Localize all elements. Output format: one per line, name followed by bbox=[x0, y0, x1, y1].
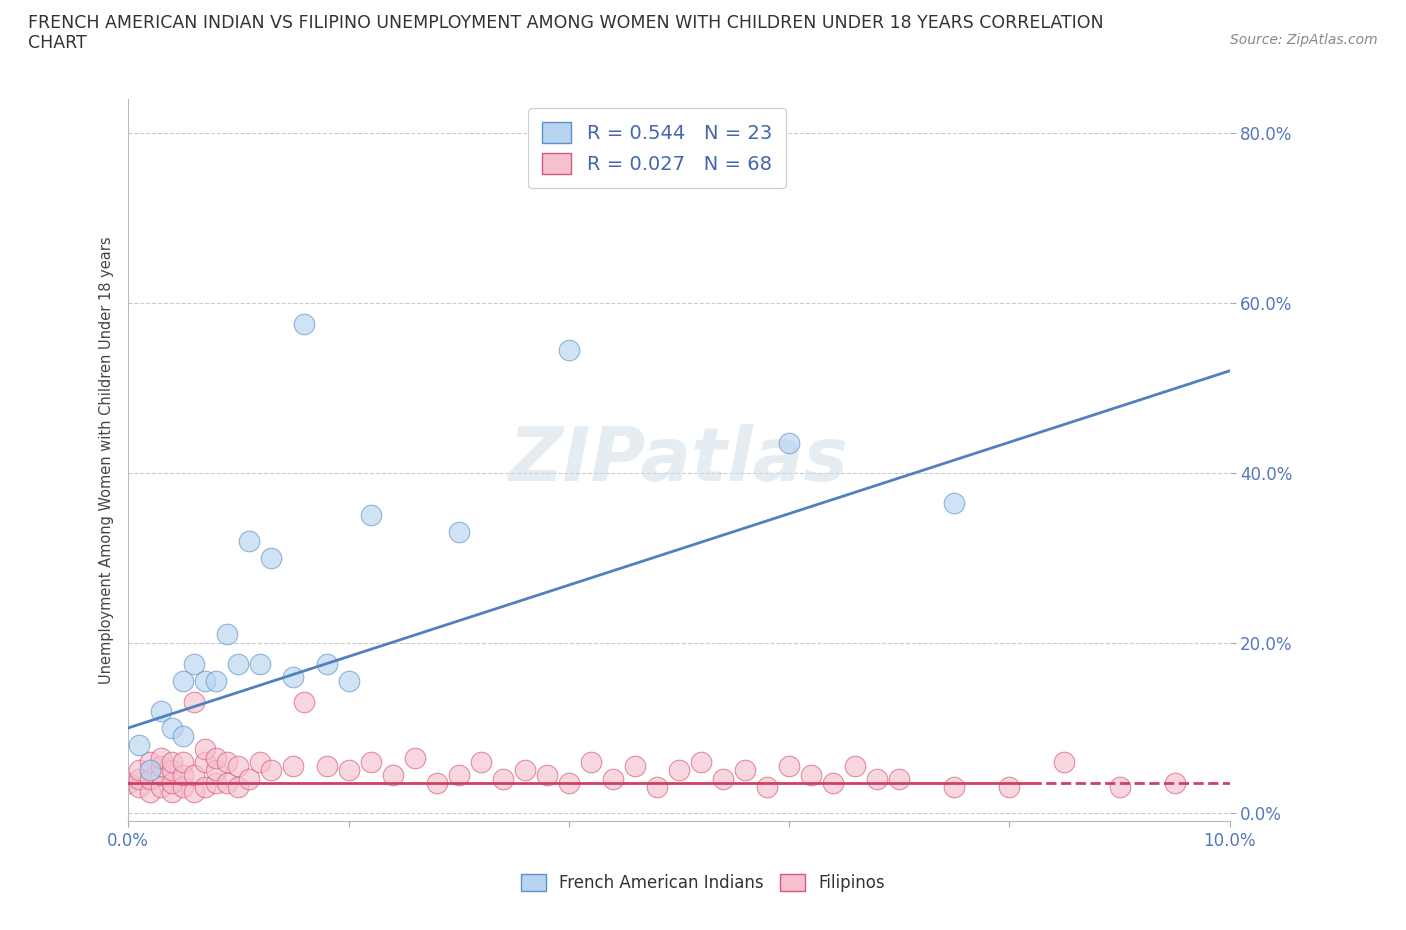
Point bbox=[645, 780, 668, 795]
Point bbox=[128, 780, 150, 795]
Point bbox=[162, 763, 184, 777]
Point bbox=[558, 776, 581, 790]
Point bbox=[205, 751, 228, 765]
Point bbox=[1108, 780, 1130, 795]
Point bbox=[117, 776, 139, 790]
Point bbox=[150, 703, 173, 718]
Point bbox=[404, 751, 426, 765]
Point bbox=[150, 767, 173, 782]
Point bbox=[998, 780, 1021, 795]
Point bbox=[447, 767, 470, 782]
Point bbox=[150, 751, 173, 765]
Point bbox=[172, 729, 194, 744]
Point bbox=[162, 721, 184, 736]
Point bbox=[943, 780, 966, 795]
Point bbox=[536, 767, 558, 782]
Point bbox=[426, 776, 449, 790]
Point bbox=[217, 627, 239, 642]
Point bbox=[513, 763, 536, 777]
Point bbox=[150, 780, 173, 795]
Point bbox=[260, 551, 283, 565]
Point bbox=[360, 508, 382, 523]
Point bbox=[558, 342, 581, 357]
Text: FRENCH AMERICAN INDIAN VS FILIPINO UNEMPLOYMENT AMONG WOMEN WITH CHILDREN UNDER : FRENCH AMERICAN INDIAN VS FILIPINO UNEMP… bbox=[28, 14, 1104, 32]
Point bbox=[150, 759, 173, 774]
Text: Source: ZipAtlas.com: Source: ZipAtlas.com bbox=[1230, 33, 1378, 46]
Point bbox=[668, 763, 690, 777]
Point bbox=[778, 435, 800, 450]
Point bbox=[1053, 754, 1076, 769]
Point bbox=[800, 767, 823, 782]
Point bbox=[217, 776, 239, 790]
Point bbox=[217, 754, 239, 769]
Point bbox=[139, 754, 162, 769]
Point bbox=[778, 759, 800, 774]
Point bbox=[238, 772, 260, 787]
Point bbox=[172, 767, 194, 782]
Point bbox=[238, 534, 260, 549]
Point bbox=[823, 776, 845, 790]
Point bbox=[283, 759, 305, 774]
Point bbox=[194, 780, 217, 795]
Point bbox=[183, 784, 205, 799]
Point bbox=[194, 742, 217, 757]
Point bbox=[183, 767, 205, 782]
Point bbox=[205, 673, 228, 688]
Point bbox=[602, 772, 624, 787]
Point bbox=[943, 495, 966, 510]
Point bbox=[139, 784, 162, 799]
Point bbox=[205, 776, 228, 790]
Point bbox=[128, 763, 150, 777]
Point bbox=[194, 754, 217, 769]
Text: CHART: CHART bbox=[28, 34, 87, 52]
Point bbox=[734, 763, 756, 777]
Point bbox=[162, 754, 184, 769]
Point bbox=[381, 767, 404, 782]
Point bbox=[194, 673, 217, 688]
Point bbox=[228, 780, 250, 795]
Point bbox=[172, 754, 194, 769]
Point bbox=[128, 737, 150, 752]
Point bbox=[249, 754, 271, 769]
Point bbox=[139, 772, 162, 787]
Point bbox=[260, 763, 283, 777]
Point bbox=[294, 316, 316, 331]
Point bbox=[360, 754, 382, 769]
Y-axis label: Unemployment Among Women with Children Under 18 years: Unemployment Among Women with Children U… bbox=[100, 236, 114, 684]
Point bbox=[579, 754, 602, 769]
Point bbox=[228, 657, 250, 671]
Point bbox=[690, 754, 713, 769]
Point bbox=[1163, 776, 1185, 790]
Point bbox=[492, 772, 515, 787]
Point bbox=[162, 784, 184, 799]
Point bbox=[337, 763, 360, 777]
Legend: R = 0.544   N = 23, R = 0.027   N = 68: R = 0.544 N = 23, R = 0.027 N = 68 bbox=[529, 109, 786, 188]
Point bbox=[889, 772, 911, 787]
Point bbox=[162, 776, 184, 790]
Point bbox=[183, 695, 205, 710]
Point bbox=[447, 525, 470, 539]
Point bbox=[756, 780, 779, 795]
Point bbox=[866, 772, 889, 787]
Point bbox=[844, 759, 866, 774]
Point bbox=[624, 759, 647, 774]
Point bbox=[315, 759, 337, 774]
Text: ZIPatlas: ZIPatlas bbox=[509, 423, 849, 497]
Point bbox=[139, 763, 162, 777]
Point bbox=[183, 657, 205, 671]
Point bbox=[283, 670, 305, 684]
Point bbox=[711, 772, 734, 787]
Point bbox=[172, 780, 194, 795]
Point bbox=[294, 695, 316, 710]
Point bbox=[315, 657, 337, 671]
Point bbox=[470, 754, 492, 769]
Legend: French American Indians, Filipinos: French American Indians, Filipinos bbox=[515, 867, 891, 898]
Point bbox=[337, 673, 360, 688]
Point bbox=[228, 759, 250, 774]
Point bbox=[249, 657, 271, 671]
Point bbox=[128, 772, 150, 787]
Point bbox=[205, 763, 228, 777]
Point bbox=[172, 673, 194, 688]
